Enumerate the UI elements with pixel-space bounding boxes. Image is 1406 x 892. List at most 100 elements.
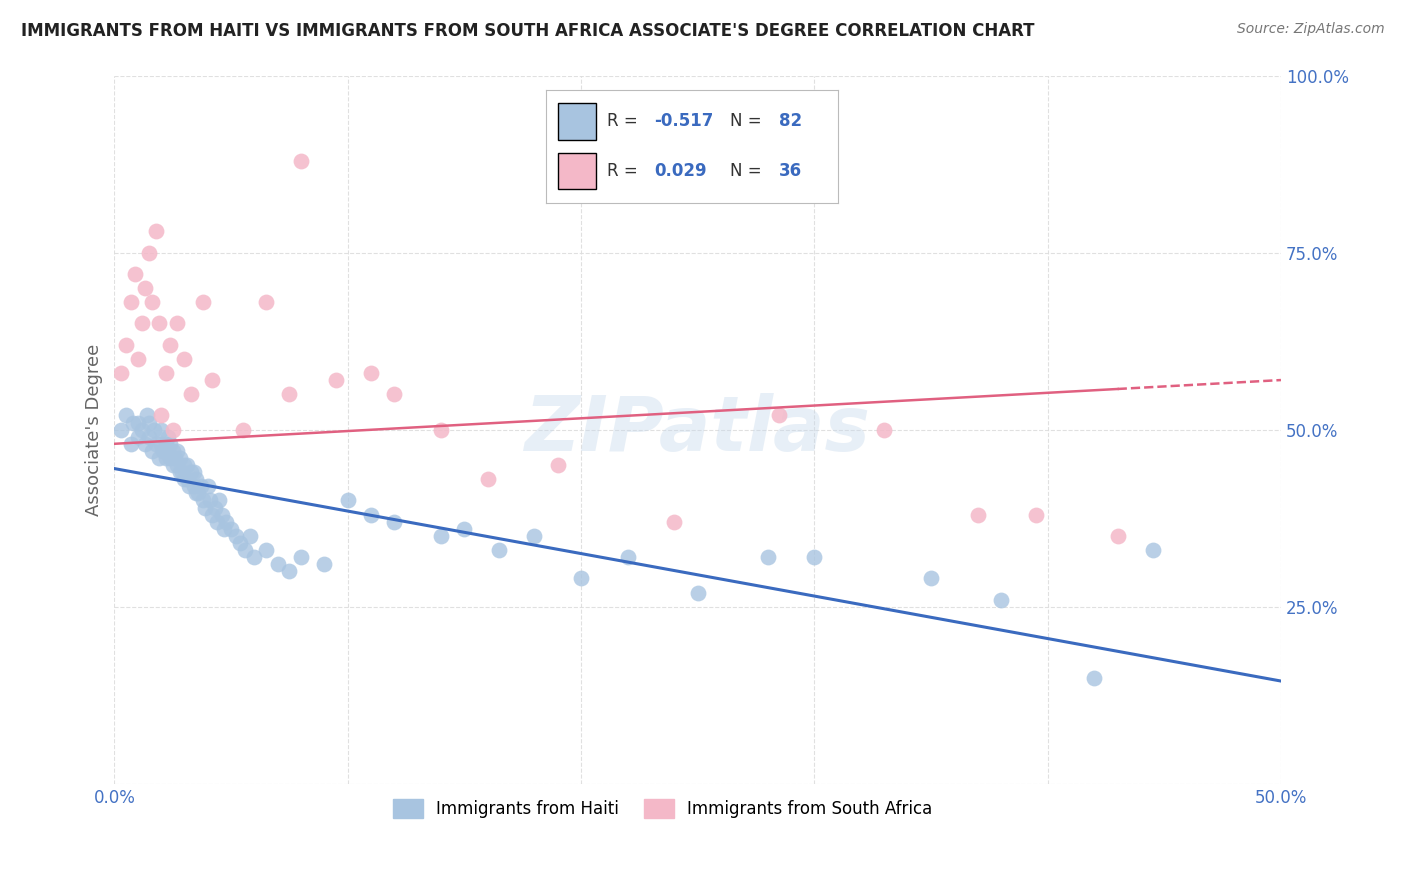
Point [165, 450, 187, 465]
Point [124, 267, 146, 281]
Y-axis label: Associate's Degree: Associate's Degree [86, 343, 103, 516]
Point [1083, 671, 1105, 685]
Point [187, 486, 209, 500]
Point [120, 295, 142, 310]
Point [547, 458, 569, 472]
Point [131, 317, 153, 331]
Point [150, 423, 173, 437]
Text: ZIPatlas: ZIPatlas [524, 392, 870, 467]
Point [127, 351, 149, 366]
Point [136, 409, 159, 423]
Point [115, 409, 138, 423]
Point [162, 423, 184, 437]
Point [150, 409, 173, 423]
Point [873, 423, 896, 437]
Point [360, 366, 382, 380]
Point [430, 529, 453, 543]
Point [183, 465, 205, 479]
Point [141, 443, 163, 458]
Point [430, 423, 453, 437]
Point [336, 493, 359, 508]
Point [159, 337, 181, 351]
Point [150, 437, 173, 451]
Legend: Immigrants from Haiti, Immigrants from South Africa: Immigrants from Haiti, Immigrants from S… [387, 792, 939, 825]
Point [177, 479, 200, 493]
Point [180, 465, 202, 479]
Point [267, 557, 290, 571]
Point [148, 450, 170, 465]
Point [155, 437, 177, 451]
Point [173, 458, 195, 472]
Point [290, 153, 312, 168]
Point [205, 515, 228, 529]
Point [278, 564, 301, 578]
Point [325, 373, 347, 387]
Point [169, 465, 191, 479]
Point [254, 543, 277, 558]
Point [176, 458, 198, 472]
Point [197, 479, 219, 493]
Point [1142, 543, 1164, 558]
Text: Source: ZipAtlas.com: Source: ZipAtlas.com [1237, 22, 1385, 37]
Point [155, 450, 177, 465]
Point [162, 458, 184, 472]
Point [204, 500, 226, 515]
Point [138, 416, 160, 430]
Text: IMMIGRANTS FROM HAITI VS IMMIGRANTS FROM SOUTH AFRICA ASSOCIATE'S DEGREE CORRELA: IMMIGRANTS FROM HAITI VS IMMIGRANTS FROM… [21, 22, 1035, 40]
Point [131, 423, 153, 437]
Point [110, 366, 132, 380]
Point [176, 472, 198, 486]
Point [219, 522, 242, 536]
Point [115, 337, 138, 351]
Point [453, 522, 475, 536]
Point [686, 585, 709, 599]
Point [143, 423, 166, 437]
Point [290, 550, 312, 565]
Point [110, 423, 132, 437]
Point [138, 430, 160, 444]
Point [198, 493, 221, 508]
Point [157, 430, 180, 444]
Point [1025, 508, 1047, 522]
Point [215, 515, 238, 529]
Point [148, 317, 170, 331]
Point [212, 522, 235, 536]
Point [664, 515, 686, 529]
Point [382, 387, 405, 401]
Point [990, 592, 1012, 607]
Point [184, 486, 207, 500]
Point [145, 437, 167, 451]
Point [232, 423, 254, 437]
Point [201, 508, 224, 522]
Point [616, 550, 638, 565]
Point [190, 479, 212, 493]
Point [120, 437, 142, 451]
Point [127, 416, 149, 430]
Point [243, 550, 266, 565]
Point [278, 387, 301, 401]
Point [166, 458, 188, 472]
Point [152, 443, 174, 458]
Point [134, 437, 156, 451]
Point [254, 295, 277, 310]
Point [239, 529, 262, 543]
Point [127, 430, 149, 444]
Point [155, 366, 177, 380]
Point [170, 465, 193, 479]
Point [166, 443, 188, 458]
Point [159, 437, 181, 451]
Point [194, 500, 217, 515]
Point [166, 317, 188, 331]
Point [523, 529, 546, 543]
Point [157, 443, 180, 458]
Point [477, 472, 499, 486]
Point [768, 409, 790, 423]
Point [360, 508, 382, 522]
Point [382, 515, 405, 529]
Point [138, 245, 160, 260]
Point [229, 536, 252, 550]
Point [122, 416, 145, 430]
Point [173, 351, 195, 366]
Point [184, 472, 207, 486]
Point [233, 543, 256, 558]
